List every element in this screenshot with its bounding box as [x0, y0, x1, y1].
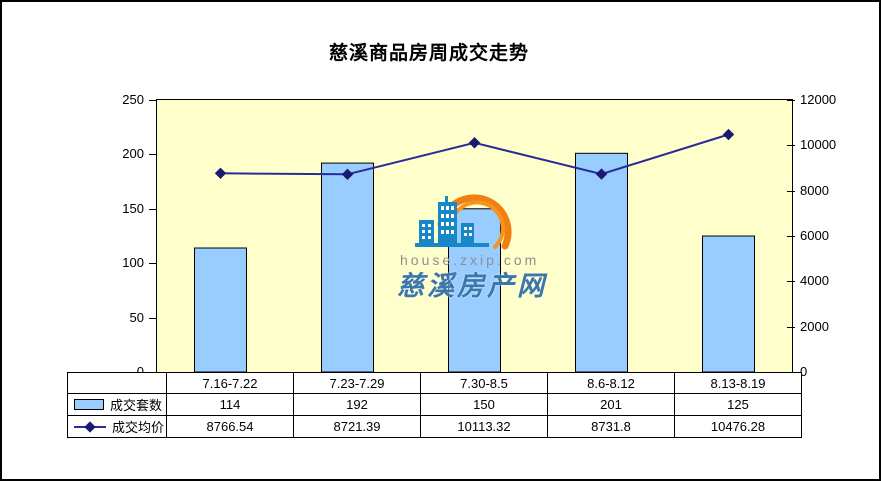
value-cell: 8766.54: [166, 415, 295, 438]
axis-tick-mark: [787, 236, 795, 237]
line-marker-diamond-icon: [722, 128, 735, 141]
legend-series-name: 成交均价: [112, 420, 165, 435]
value-cell: 10476.28: [674, 415, 803, 438]
axis-tick-mark: [787, 190, 795, 192]
line-marker-diamond-icon: [468, 137, 481, 149]
bar: [448, 208, 501, 372]
axis-tick-mark: [787, 326, 795, 328]
axis-tick-mark: [787, 100, 795, 101]
bar: [702, 235, 755, 372]
axis-tick-label: 200: [122, 146, 144, 162]
axis-tick-label: 250: [122, 92, 144, 107]
axis-tick-label: 100: [122, 255, 144, 271]
line-marker-diamond-icon: [341, 168, 354, 181]
axis-tick-label: 12000: [800, 92, 837, 107]
value-cell: 8731.8: [547, 415, 676, 438]
category-cell: 8.13-8.19: [674, 372, 803, 394]
legend-series-name: 成交套数: [110, 398, 163, 413]
legend-bar-swatch-icon: [74, 399, 104, 410]
value-cell: 10113.32: [420, 415, 549, 438]
legend-cell: 成交均价: [66, 415, 168, 438]
axis-tick-label: 2000: [800, 318, 829, 334]
chart-title: 慈溪商品房周成交走势: [328, 43, 529, 64]
table-spacer-cell: [66, 372, 168, 394]
plot-svg: [194, 128, 755, 372]
axis-tick-mark: [149, 263, 156, 265]
bar: [575, 152, 628, 372]
value-cell: 114: [166, 393, 295, 416]
category-cell: 7.30-8.5: [420, 372, 549, 394]
value-cell: 125: [674, 393, 803, 416]
axis-tick-mark: [787, 145, 795, 147]
line-marker-diamond-icon: [595, 168, 608, 180]
value-cell: 8721.39: [293, 415, 422, 438]
legend-line-swatch-icon: [74, 420, 106, 433]
axis-tick-label: 8000: [800, 182, 829, 198]
table-row: 成交均价 8766.54 8721.39 10113.32 8731.8 10476.28: [66, 415, 803, 438]
axis-tick-label: 10000: [800, 137, 837, 153]
value-cell: 192: [293, 393, 422, 416]
axis-tick-mark: [149, 154, 156, 156]
legend-cell: 成交套数: [66, 393, 168, 416]
axis-tick-label: 150: [122, 200, 144, 216]
axis-tick-label: 6000: [800, 228, 829, 243]
value-cell: 150: [420, 393, 549, 416]
category-cell: 8.6-8.12: [547, 372, 676, 394]
bar: [321, 162, 374, 372]
category-cell: 7.16-7.22: [166, 372, 295, 394]
axis-tick-mark: [149, 208, 156, 210]
data-table-body: 7.16-7.22 7.23-7.29 7.30-8.5 8.6-8.12 8.13-8…: [66, 372, 803, 438]
axis-tick-label: 4000: [800, 273, 829, 289]
axis-tick-mark: [149, 100, 156, 101]
data-table: 7.16-7.22 7.23-7.29 7.30-8.5 8.6-8.12 8.13-8…: [66, 372, 803, 438]
table-row: 7.16-7.22 7.23-7.29 7.30-8.5 8.6-8.12 8.13-8…: [66, 372, 803, 394]
axis-tick-label: 0: [800, 364, 808, 379]
category-cell: 7.23-7.29: [293, 372, 422, 394]
axis-tick-label: 0: [136, 364, 144, 379]
axis-tick-mark: [787, 281, 795, 283]
line-marker-diamond-icon: [214, 167, 227, 179]
plot-area: [156, 99, 793, 373]
table-row: 成交套数 114 192 150 201 125: [66, 393, 803, 416]
value-cell: 201: [547, 393, 676, 416]
axis-tick-label: 50: [129, 309, 144, 325]
bar: [194, 247, 247, 372]
axis-tick-mark: [149, 317, 156, 319]
